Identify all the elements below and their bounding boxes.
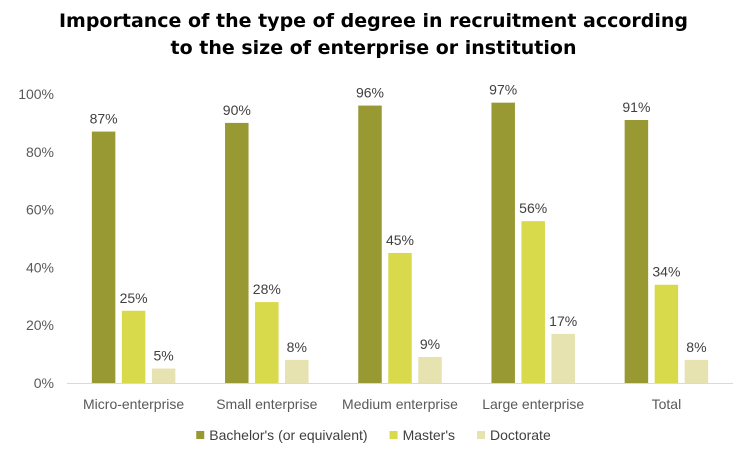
- y-tick-label-20: 20%: [26, 317, 54, 333]
- data-label-doctorate-2: 9%: [420, 336, 440, 352]
- legend-swatch-doctorate: [477, 431, 486, 439]
- chart-title-line-2: to the size of enterprise or institution: [170, 37, 577, 59]
- data-label-master-s-2: 45%: [386, 232, 414, 248]
- x-tick-label-3: Large enterprise: [482, 396, 584, 412]
- y-tick-label-0: 0%: [34, 375, 54, 391]
- data-label-bachelor-s-or-equivalent-2: 96%: [356, 85, 384, 101]
- bar-doctorate-2: [418, 356, 442, 383]
- bar-bachelor-s-or-equivalent-2: [358, 105, 382, 383]
- data-label-doctorate-1: 8%: [287, 339, 307, 355]
- bar-doctorate-1: [285, 359, 309, 383]
- y-tick-label-40: 40%: [26, 259, 54, 275]
- bar-bachelor-s-or-equivalent-3: [491, 102, 515, 384]
- bar-doctorate-0: [151, 368, 176, 383]
- legend-swatch-bachelor-s-or-equivalent: [196, 431, 205, 439]
- chart-title-line-1: Importance of the type of degree in recr…: [58, 10, 689, 32]
- data-label-doctorate-4: 8%: [686, 339, 706, 355]
- data-label-bachelor-s-or-equivalent-4: 91%: [622, 99, 650, 115]
- x-tick-label-2: Medium enterprise: [342, 396, 458, 412]
- bar-doctorate-3: [551, 333, 575, 383]
- x-tick-label-1: Small enterprise: [216, 396, 317, 412]
- data-label-master-s-1: 28%: [253, 281, 281, 297]
- bar-master-s-2: [388, 252, 412, 383]
- data-label-doctorate-0: 5%: [153, 348, 173, 364]
- bar-doctorate-4: [684, 359, 709, 383]
- bar-master-s-3: [521, 221, 545, 383]
- y-tick-label-60: 60%: [26, 202, 54, 218]
- data-label-bachelor-s-or-equivalent-0: 87%: [90, 111, 118, 127]
- bar-master-s-1: [255, 302, 279, 383]
- legend-label-master-s: Master's: [403, 427, 455, 443]
- y-tick-label-100: 100%: [18, 86, 54, 102]
- data-label-master-s-4: 34%: [652, 264, 680, 280]
- x-tick-label-0: Micro-enterprise: [83, 396, 184, 412]
- bar-bachelor-s-or-equivalent-1: [225, 122, 249, 384]
- bar-bachelor-s-or-equivalent-4: [624, 120, 649, 383]
- bar-bachelor-s-or-equivalent-0: [91, 131, 116, 383]
- bar-master-s-4: [654, 284, 679, 383]
- bar-master-s-0: [121, 310, 146, 383]
- data-label-bachelor-s-or-equivalent-1: 90%: [223, 102, 251, 118]
- data-label-bachelor-s-or-equivalent-3: 97%: [489, 82, 517, 98]
- legend-label-bachelor-s-or-equivalent: Bachelor's (or equivalent): [209, 427, 367, 443]
- chart-title: Importance of the type of degree in recr…: [0, 8, 747, 62]
- legend-label-doctorate: Doctorate: [490, 427, 551, 443]
- y-tick-label-80: 80%: [26, 144, 54, 160]
- data-label-master-s-0: 25%: [120, 290, 148, 306]
- data-label-master-s-3: 56%: [519, 200, 547, 216]
- data-label-doctorate-3: 17%: [549, 313, 577, 329]
- legend-swatch-master-s: [389, 431, 398, 439]
- x-tick-label-4: Total: [652, 396, 682, 412]
